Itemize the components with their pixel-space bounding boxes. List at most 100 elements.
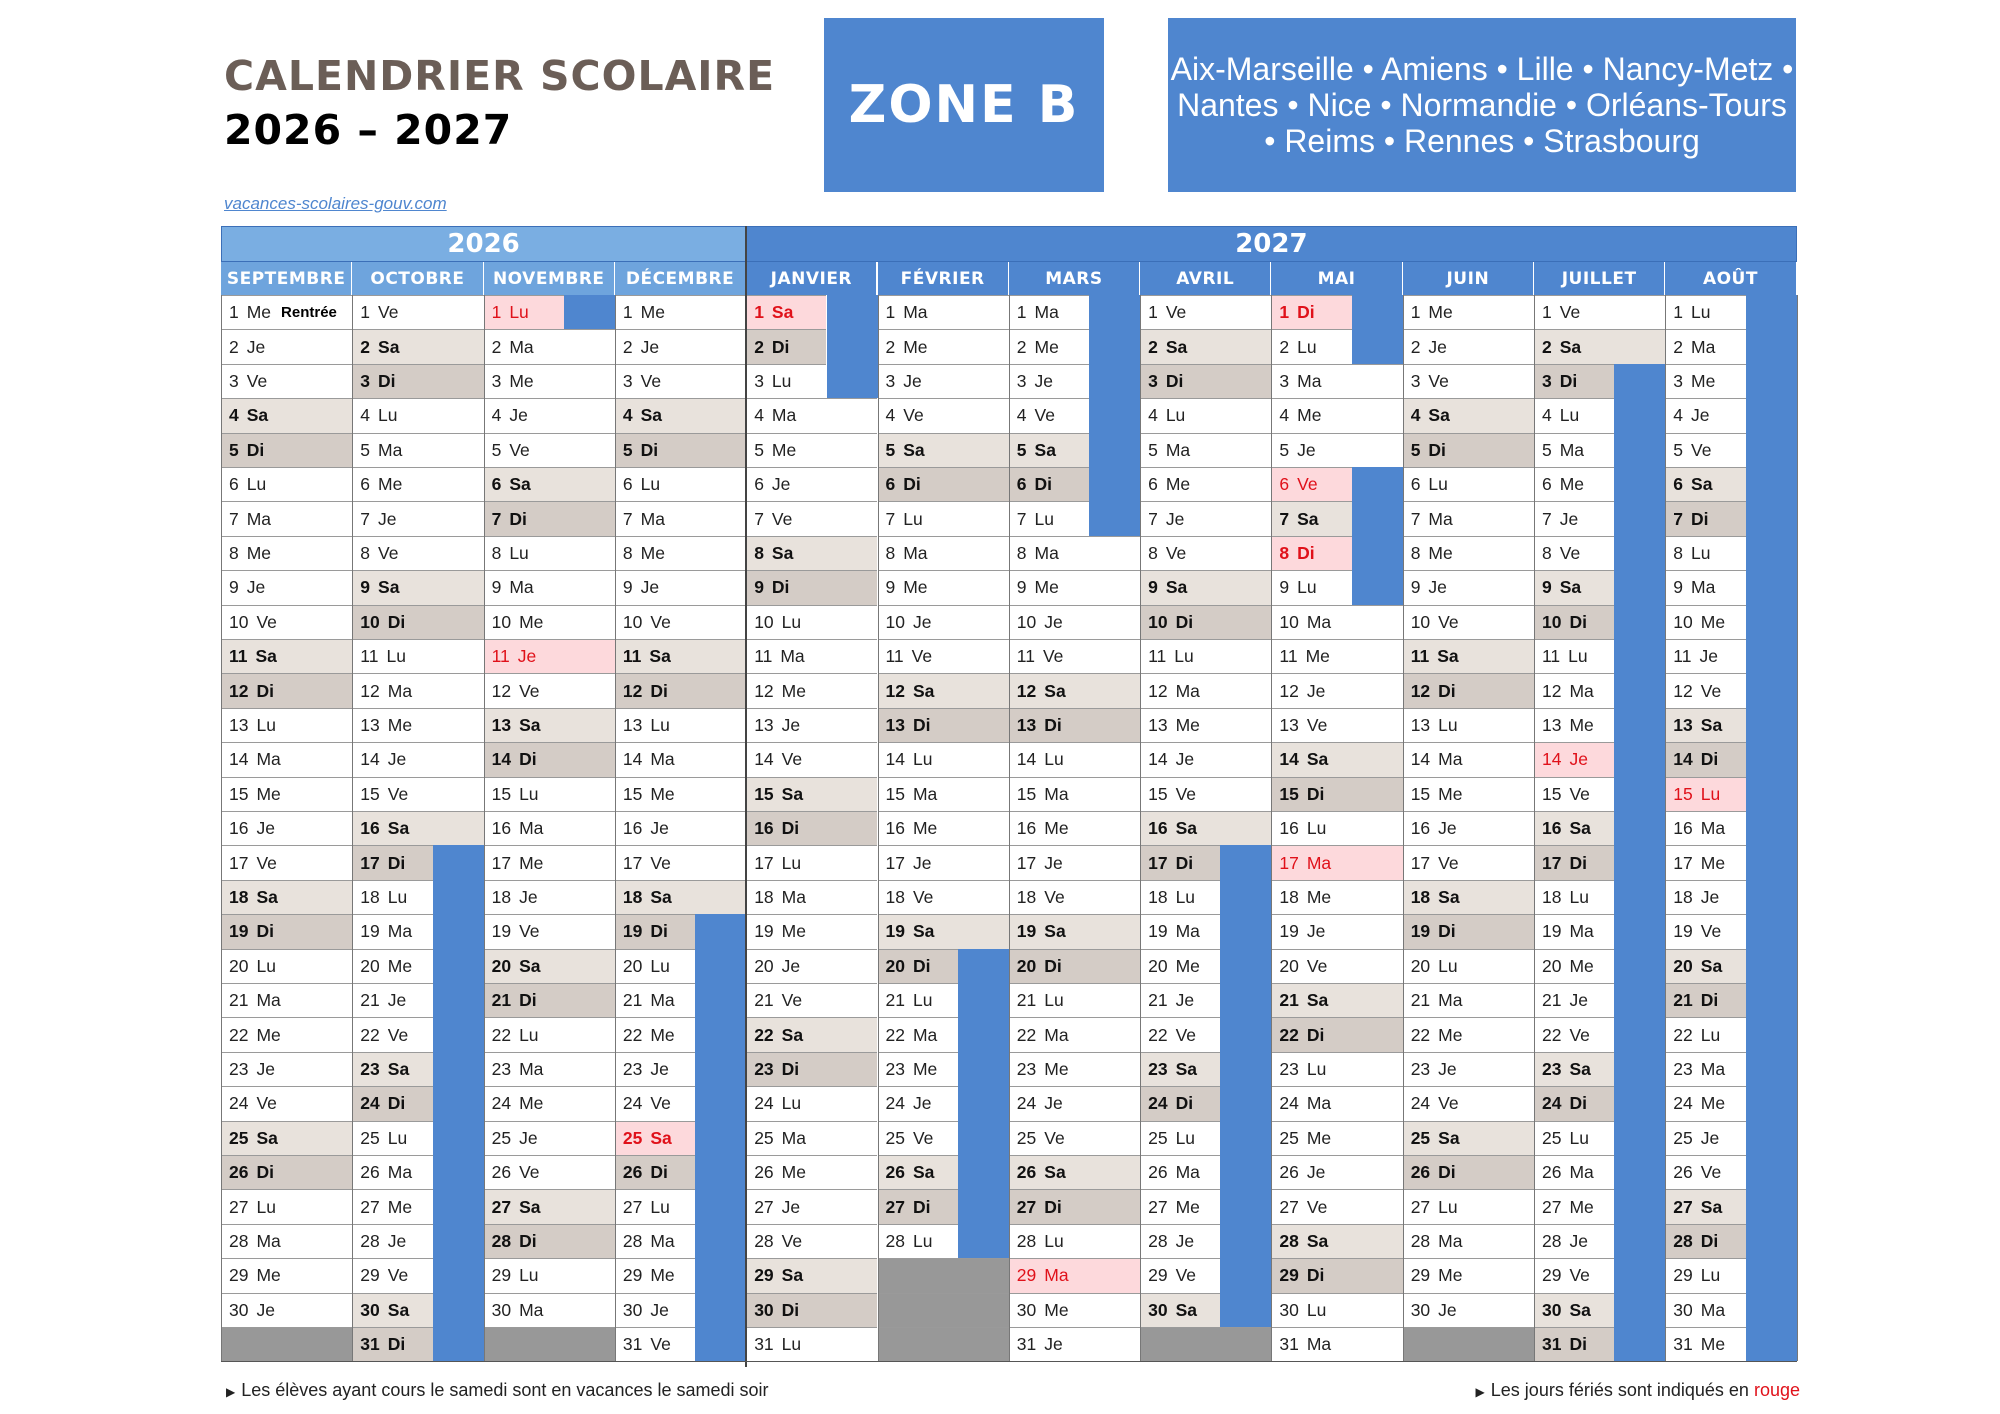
day-cell: 24 Ve [614, 1086, 696, 1121]
day-abbr: Me [1165, 474, 1191, 495]
day-cell: 28 Sa [1271, 1223, 1403, 1259]
day-number: 15 [1148, 783, 1168, 804]
day-abbr: Ve [387, 1024, 409, 1045]
day-cell: 26 Di [221, 1155, 353, 1190]
day-abbr: Di [1306, 1265, 1325, 1286]
day-cell: 7 Lu [1008, 501, 1090, 536]
day-abbr: Lu [903, 508, 923, 529]
day-cell: 28 Ma [221, 1223, 353, 1259]
day-number: 5 [1410, 439, 1421, 460]
day-number: 7 [229, 508, 239, 529]
day-cell: 4 Lu [352, 398, 484, 433]
day-abbr: Ma [1569, 1162, 1594, 1183]
day-number: 4 [1148, 405, 1158, 426]
day-number: 24 [360, 1093, 380, 1114]
day-abbr: Ve [256, 611, 277, 632]
day-abbr: Me [1306, 886, 1332, 907]
day-abbr: Je [1165, 508, 1185, 529]
day-abbr: Ve [1175, 1024, 1197, 1045]
day-abbr: Ma [1691, 577, 1716, 598]
day-number: 13 [1410, 714, 1431, 735]
day-cell: 6 Je [746, 467, 878, 502]
day-number: 17 [622, 852, 643, 873]
day-cell: 27 Je [746, 1189, 878, 1224]
day-cell: 28 Ve [746, 1223, 878, 1259]
day-number: 11 [360, 646, 379, 667]
day-abbr: Ve [650, 1093, 671, 1114]
day-abbr: Je [912, 1093, 932, 1114]
day-cell: 23 Je [614, 1051, 696, 1087]
day-cell: 21 Sa [1271, 983, 1403, 1018]
day-cell: 27 Lu [1402, 1189, 1534, 1224]
day-cell: 22 Ma [1008, 1017, 1141, 1052]
rentree-label: Rentrée [281, 304, 337, 322]
day-abbr: Lu [1691, 542, 1711, 563]
day-cell: 22 Lu [483, 1017, 615, 1052]
month-header: MARS [1008, 262, 1141, 295]
day-number: 28 [1542, 1230, 1562, 1251]
day-abbr: Ve [1306, 714, 1328, 735]
day-cell: 14 Ma [221, 742, 353, 777]
day-cell: 28 Di [483, 1223, 615, 1259]
day-number: 21 [1673, 990, 1693, 1011]
day-cell: 30 Je [221, 1292, 353, 1327]
day-cell: 8 Ve [1534, 535, 1615, 571]
day-cell: 15 Ve [352, 776, 484, 811]
day-cell: 9 Je [614, 570, 747, 605]
day-number: 10 [229, 611, 249, 632]
day-cell: 7 Je [1140, 501, 1272, 536]
day-number: 10 [491, 611, 512, 632]
day-abbr: Di [1438, 680, 1456, 701]
day-cell: 6 Me [1140, 467, 1272, 502]
day-cell: 25 Me [1271, 1120, 1403, 1155]
day-abbr: Di [509, 508, 527, 529]
vacation-bar [1351, 295, 1403, 364]
day-cell: 14 Sa [1271, 742, 1403, 777]
day-cell: 2 Sa [1140, 329, 1272, 364]
day-number: 16 [1673, 818, 1693, 839]
day-number: 17 [360, 852, 380, 873]
day-abbr: Me [1175, 1196, 1200, 1217]
day-number: 20 [1542, 955, 1562, 976]
day-cell: 12 Ve [483, 673, 615, 708]
column-line [1140, 295, 1142, 1362]
day-cell: 14 Je [352, 742, 484, 777]
day-number: 14 [491, 749, 512, 770]
day-cell: 27 Me [1140, 1189, 1221, 1224]
day-abbr: Lu [1428, 474, 1448, 495]
day-number: 6 [1673, 474, 1684, 495]
day-abbr: Sa [781, 1265, 804, 1286]
day-cell: 13 Di [1008, 707, 1141, 743]
day-number: 21 [229, 990, 249, 1011]
day-number: 15 [754, 783, 774, 804]
day-abbr: Me [1700, 1334, 1726, 1355]
day-cell: 15 Me [614, 776, 747, 811]
day-cell: 29 Ve [352, 1258, 433, 1293]
day-number: 27 [229, 1196, 249, 1217]
day-abbr: Ma [1175, 680, 1200, 701]
website-link[interactable]: vacances-scolaires-gouv.com [224, 194, 447, 213]
day-abbr: Lu [509, 542, 529, 563]
day-number: 25 [622, 1127, 643, 1148]
day-number: 28 [1279, 1230, 1299, 1251]
day-abbr: Ve [509, 439, 530, 460]
day-number: 8 [622, 542, 633, 563]
day-number: 26 [1016, 1162, 1037, 1183]
day-cell: 23 Sa [1534, 1051, 1615, 1087]
day-abbr: Je [1175, 749, 1195, 770]
day-number: 29 [1410, 1265, 1431, 1286]
day-number: 27 [754, 1196, 774, 1217]
day-cell: 2 Lu [1271, 329, 1352, 364]
day-cell: 12 Di [1402, 673, 1534, 708]
day-number: 3 [885, 370, 896, 391]
day-cell: 6 Sa [483, 467, 615, 502]
day-abbr: Me [1691, 370, 1716, 391]
day-abbr: Sa [1559, 336, 1582, 357]
day-number: 11 [1410, 646, 1430, 667]
day-abbr: Je [1569, 749, 1588, 770]
day-abbr: Sa [1044, 921, 1066, 942]
day-number: 2 [1410, 336, 1421, 357]
day-abbr: Ma [378, 439, 403, 460]
day-abbr: Je [650, 818, 669, 839]
day-number: 23 [360, 1058, 380, 1079]
